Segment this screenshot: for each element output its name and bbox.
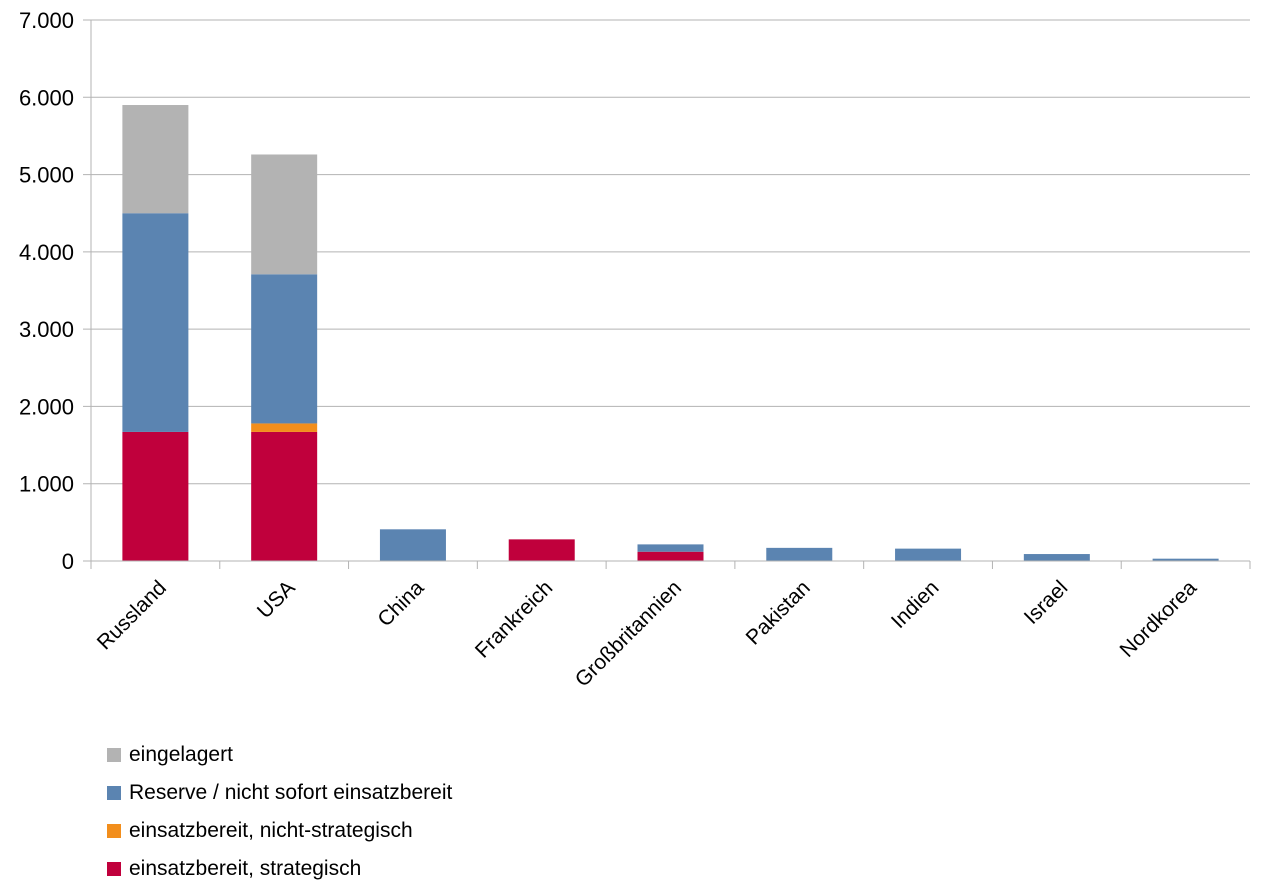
legend-label: einsatzbereit, strategisch	[129, 857, 362, 880]
bar-segment	[895, 548, 962, 561]
bar-segment	[637, 544, 704, 552]
legend-label: Reserve / nicht sofort einsatzbereit	[129, 781, 453, 804]
legend-label: einsatzbereit, nicht-strategisch	[129, 819, 413, 842]
legend: eingelagert Reserve / nicht sofort einsat…	[107, 736, 452, 888]
y-tick-label: 4.000	[19, 240, 74, 265]
y-tick-label: 1.000	[19, 472, 74, 497]
legend-item: Reserve / nicht sofort einsatzbereit	[107, 774, 452, 812]
stacked-bar-chart: 0 1.000 2.000 3.000 4.000 5.000 6.000 7.000 Rus…	[19, 8, 1251, 692]
legend-swatch	[107, 862, 121, 876]
legend-swatch	[107, 824, 121, 838]
bar-segment	[122, 105, 189, 214]
x-category-label: Nordkorea	[1116, 576, 1202, 662]
y-tick-label: 6.000	[19, 85, 74, 110]
y-tick-label: 2.000	[19, 394, 74, 419]
legend-item: einsatzbereit, nicht-strategisch	[107, 812, 452, 850]
legend-item: eingelagert	[107, 736, 452, 774]
legend-label: eingelagert	[129, 743, 233, 766]
bar-segment	[251, 154, 318, 275]
bar-segment	[251, 423, 318, 432]
legend-item: einsatzbereit, strategisch	[107, 850, 452, 888]
x-category-label: China	[373, 576, 428, 631]
x-category-label: Russland	[93, 576, 171, 654]
bar-segment	[251, 431, 318, 561]
x-category-label: Frankreich	[471, 576, 557, 662]
x-category-label: Großbritannien	[571, 576, 686, 691]
y-tick-label: 7.000	[19, 8, 74, 33]
bar-segment	[508, 539, 575, 561]
x-category-label: Pakistan	[742, 576, 815, 649]
axes	[83, 20, 1251, 569]
y-tick-label: 3.000	[19, 317, 74, 342]
bar-segment	[766, 547, 833, 561]
y-axis-tick-labels: 0 1.000 2.000 3.000 4.000 5.000 6.000 7.000	[19, 8, 74, 574]
bars	[122, 105, 1219, 561]
bar-segment	[251, 274, 318, 424]
legend-swatch	[107, 786, 121, 800]
y-tick-label: 0	[62, 549, 74, 574]
bar-segment	[637, 551, 704, 561]
x-category-label: USA	[253, 576, 300, 623]
bar-segment	[379, 529, 446, 561]
x-category-label: Indien	[887, 576, 944, 633]
bar-segment	[122, 213, 189, 432]
bar-segment	[122, 431, 189, 561]
x-category-label: Israel	[1020, 576, 1073, 629]
y-tick-label: 5.000	[19, 163, 74, 188]
bar-segment	[1023, 554, 1090, 561]
legend-swatch	[107, 748, 121, 762]
bar-segment	[1152, 558, 1219, 561]
x-axis-category-labels: Russland USA China Frankreich Großbritannien…	[93, 576, 1202, 692]
